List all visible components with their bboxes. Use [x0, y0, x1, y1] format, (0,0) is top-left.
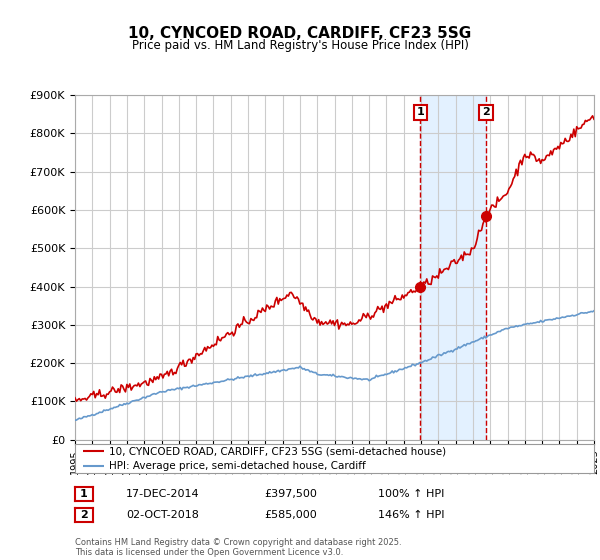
Text: HPI: Average price, semi-detached house, Cardiff: HPI: Average price, semi-detached house,…	[109, 461, 365, 471]
Text: 2: 2	[80, 511, 88, 520]
Text: 146% ↑ HPI: 146% ↑ HPI	[378, 510, 445, 520]
Text: 100% ↑ HPI: 100% ↑ HPI	[378, 489, 445, 499]
Text: Price paid vs. HM Land Registry's House Price Index (HPI): Price paid vs. HM Land Registry's House …	[131, 39, 469, 52]
Text: 1: 1	[80, 489, 88, 499]
Bar	[421, 95, 486, 440]
Text: 17-DEC-2014: 17-DEC-2014	[126, 489, 200, 499]
Text: £397,500: £397,500	[264, 489, 317, 499]
Text: 10, CYNCOED ROAD, CARDIFF, CF23 5SG: 10, CYNCOED ROAD, CARDIFF, CF23 5SG	[128, 26, 472, 41]
Text: 2: 2	[482, 108, 490, 118]
Text: 10, CYNCOED ROAD, CARDIFF, CF23 5SG (semi-detached house): 10, CYNCOED ROAD, CARDIFF, CF23 5SG (sem…	[109, 446, 446, 456]
Text: Contains HM Land Registry data © Crown copyright and database right 2025.
This d: Contains HM Land Registry data © Crown c…	[75, 538, 401, 557]
Text: £585,000: £585,000	[264, 510, 317, 520]
Text: 1: 1	[416, 108, 424, 118]
Text: 02-OCT-2018: 02-OCT-2018	[126, 510, 199, 520]
